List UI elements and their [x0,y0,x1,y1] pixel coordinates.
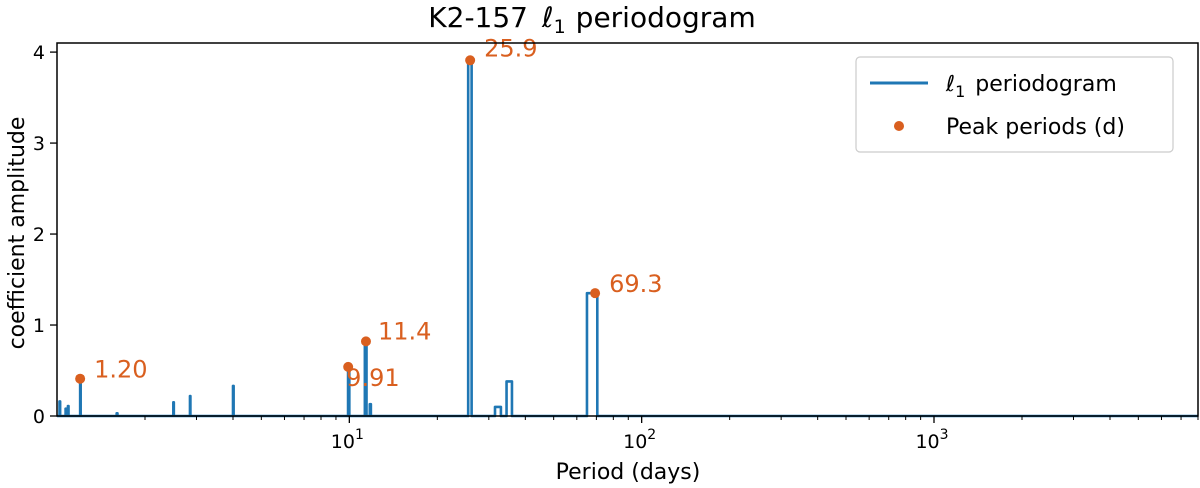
peak-marker [343,361,354,372]
peak-marker [75,373,86,384]
peak-marker [465,55,476,66]
y-tick-label: 0 [33,406,45,428]
peak-marker [590,288,601,299]
y-tick-label: 3 [33,133,45,155]
legend-dot-swatch [894,121,904,131]
title-sub: 1 [554,16,566,38]
legend-peaks-label: Peak periods (d) [946,115,1125,140]
legend: ℓ1 periodogram Peak periods (d) [855,56,1174,153]
y-tick-label: 1 [33,315,45,337]
title-main: K2-157 [428,1,528,34]
peak-marker [360,336,371,347]
peak-label: 11.4 [378,317,431,345]
legend-ell: ℓ [945,72,955,97]
x-tick-label: 101 [331,427,364,453]
peak-label: 69.3 [609,270,662,298]
y-axis: 0 1 2 3 4 [33,42,57,428]
plot-frame [56,42,1199,417]
y-axis-label: coefficient amplitude [5,117,30,350]
x-axis-label: Period (days) [556,460,701,485]
periodogram-series-line [57,59,1198,418]
peak-label: 1.20 [94,356,147,384]
x-axis: 101 102 103 [144,416,1199,453]
peak-label: 9.91 [346,364,399,392]
legend-rest: periodogram [975,72,1116,97]
plot-area: 1.20 9.91 11.4 25.9 69.3 [57,34,1198,418]
peak-label: 25.9 [484,34,537,62]
title-ell: ℓ [541,1,554,34]
y-tick-label: 4 [33,42,45,64]
legend-sub: 1 [955,82,965,101]
y-tick-label: 2 [33,224,45,246]
x-tick-label: 102 [623,427,656,453]
title-rest: periodogram [576,1,756,34]
legend-periodogram-label: ℓ1 periodogram [945,72,1117,101]
chart-title: K2-157 ℓ1 periodogram [428,1,755,38]
x-tick-label: 103 [915,427,948,453]
legend-frame [855,56,1174,153]
